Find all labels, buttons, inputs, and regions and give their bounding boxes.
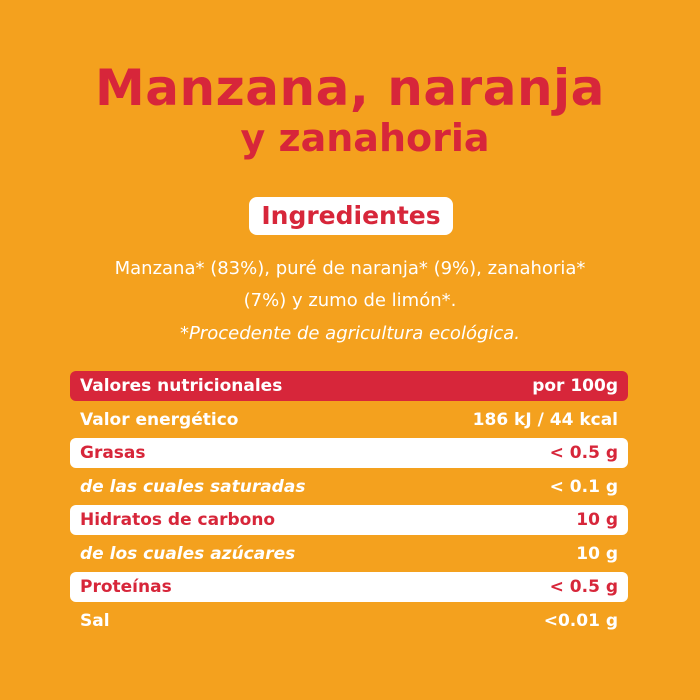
row-value: 186 kJ / 44 kcal xyxy=(472,409,618,430)
product-title-line2: y zanahoria xyxy=(240,116,490,160)
row-value: < 0.5 g xyxy=(549,577,618,597)
nutrition-row-salt: Sal <0.01 g xyxy=(70,606,628,636)
row-label: Sal xyxy=(80,610,110,631)
row-value: < 0.1 g xyxy=(549,476,618,497)
row-value: <0.01 g xyxy=(543,610,618,631)
row-label: Valor energético xyxy=(80,409,239,430)
row-label: de los cuales azúcares xyxy=(80,543,296,564)
nutrition-row-saturated: de las cuales saturadas < 0.1 g xyxy=(70,472,628,502)
row-label: Hidratos de carbono xyxy=(80,510,276,530)
nutrition-header-row: Valores nutricionales por 100g xyxy=(70,371,628,401)
nutrition-header-label: Valores nutricionales xyxy=(80,376,283,396)
nutrition-row-sugars: de los cuales azúcares 10 g xyxy=(70,539,628,569)
row-label: Grasas xyxy=(80,443,146,463)
organic-note: *Procedente de agricultura ecológica. xyxy=(179,323,521,344)
nutrition-row-energy: Valor energético 186 kJ / 44 kcal xyxy=(70,405,628,435)
row-value: 10 g xyxy=(576,510,618,530)
ingredients-heading: Ingredientes xyxy=(249,197,453,235)
ingredients-text-line2: (7%) y zumo de limón*. xyxy=(243,290,457,311)
nutrition-row-fat: Grasas < 0.5 g xyxy=(70,438,628,468)
nutrition-table: Valores nutricionales por 100g Valor ene… xyxy=(70,371,628,639)
product-title-line1: Manzana, naranja xyxy=(95,59,605,117)
nutrition-header-value: por 100g xyxy=(532,376,618,396)
row-value: < 0.5 g xyxy=(549,443,618,463)
row-label: de las cuales saturadas xyxy=(80,476,306,497)
nutrition-row-carbs: Hidratos de carbono 10 g xyxy=(70,505,628,535)
row-label: Proteínas xyxy=(80,577,172,597)
row-value: 10 g xyxy=(576,543,618,564)
nutrition-row-protein: Proteínas < 0.5 g xyxy=(70,572,628,602)
ingredients-text-line1: Manzana* (83%), puré de naranja* (9%), z… xyxy=(114,258,586,279)
ingredients-text: Manzana* (83%), puré de naranja* (9%), z… xyxy=(0,253,700,317)
